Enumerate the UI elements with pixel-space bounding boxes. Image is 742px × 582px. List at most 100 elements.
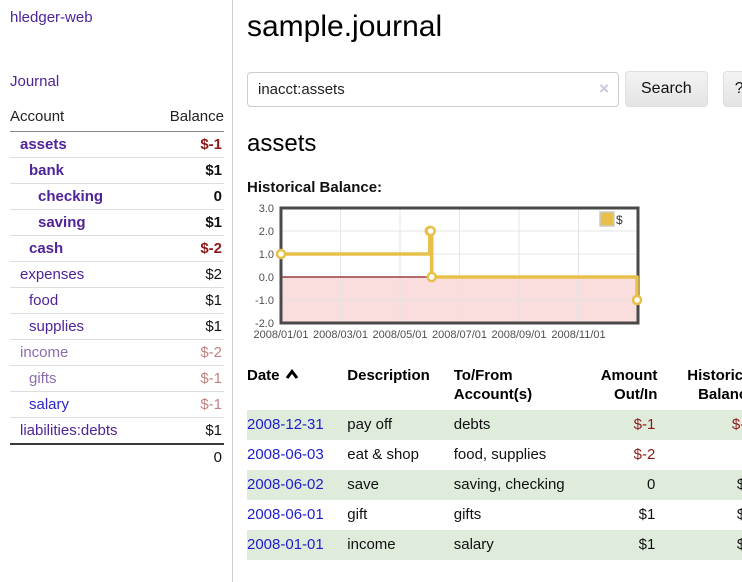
transaction-row: 2008-06-01 gift gifts $1 $2	[247, 500, 742, 530]
chart-label: Historical Balance:	[247, 179, 383, 196]
transaction-amount: $1	[569, 530, 658, 560]
help-button[interactable]: ?	[722, 71, 742, 107]
sidebar-account-link[interactable]: cash	[29, 240, 64, 257]
svg-text:2008/09/01: 2008/09/01	[491, 329, 546, 341]
account-heading: assets	[247, 130, 317, 157]
register-column-header[interactable]: Amount Out/In	[570, 366, 658, 410]
transaction-accounts: food, supplies	[453, 446, 547, 463]
transaction-amount: $-1	[569, 410, 658, 440]
transaction-balance: $-1	[657, 410, 742, 440]
transaction-accounts: saving, checking	[453, 470, 570, 500]
sidebar-account-link[interactable]: assets	[20, 136, 67, 153]
account-balance: 0	[152, 183, 224, 210]
sidebar-account-link[interactable]: supplies	[29, 318, 85, 335]
column-label: Out/In	[614, 386, 658, 403]
transaction-description: save	[347, 470, 454, 500]
register-column-header[interactable]: Date	[247, 366, 347, 410]
column-label: Historical	[687, 367, 742, 384]
register-column-header[interactable]: Description	[347, 366, 453, 410]
transaction-accounts: gifts	[453, 506, 482, 523]
transaction-accounts: salary	[453, 530, 570, 560]
account-balance: $-2	[152, 339, 224, 366]
sidebar-account-link[interactable]: bank	[29, 162, 65, 179]
column-label: Description	[347, 367, 430, 384]
account-balance: $-1	[152, 365, 224, 392]
account-row: assets $-1	[10, 131, 224, 158]
transaction-date-link[interactable]: 2008-06-02	[247, 476, 324, 493]
sidebar-account-link[interactable]: income	[20, 344, 69, 361]
transaction-balance: $1	[657, 530, 742, 560]
transaction-amount: $1	[638, 506, 656, 523]
svg-text:2008/05/01: 2008/05/01	[372, 329, 427, 341]
register-column-header[interactable]: Historical Balance	[657, 366, 742, 410]
sidebar-account-link[interactable]: saving	[38, 214, 86, 231]
accounts-header-balance: Balance	[152, 105, 224, 132]
sort-asc-icon	[285, 366, 299, 385]
clear-search-icon[interactable]: ×	[599, 78, 609, 98]
column-label: Balance	[698, 386, 742, 403]
search-input[interactable]	[247, 71, 619, 107]
svg-text:2008/11/01: 2008/11/01	[551, 329, 605, 341]
account-row: bank $1	[10, 157, 224, 184]
svg-text:-1.0: -1.0	[255, 295, 274, 307]
account-balance: $1	[152, 287, 224, 314]
account-row: liabilities:debts $1	[10, 418, 224, 445]
account-row: checking 0	[10, 183, 224, 210]
account-balance: $1	[152, 209, 224, 236]
transaction-row: 2008-06-03 eat & shop food, supplies $-20	[247, 440, 742, 470]
transaction-date-link[interactable]: 2008-01-01	[247, 536, 324, 553]
accounts-header-account: Account	[10, 105, 153, 132]
account-balance: $-2	[152, 235, 224, 262]
svg-text:2008/03/01: 2008/03/01	[313, 329, 368, 341]
column-label: To/From	[453, 367, 513, 384]
account-balance: $-1	[152, 131, 224, 158]
column-label: Date	[247, 367, 280, 384]
sidebar-account-link[interactable]: salary	[29, 396, 70, 413]
column-label: Amount	[600, 367, 658, 384]
transaction-date-link[interactable]: 2008-12-31	[247, 416, 324, 433]
sidebar: hledger-web Journal Account Balance asse…	[0, 0, 233, 582]
transaction-description: eat & shop	[347, 446, 419, 463]
search-form: × Search ?	[247, 71, 742, 107]
main-content: sample.journal × Search ? assets Histori…	[233, 0, 742, 582]
account-row: income $-2	[10, 339, 224, 366]
accounts-table: Account Balance assets $-1 bank $1 checking 0…	[10, 105, 224, 470]
account-balance: $2	[152, 261, 224, 288]
accounts-total-row: 0	[10, 443, 224, 470]
transaction-balance: 0	[657, 440, 742, 470]
transaction-accounts: debts	[453, 410, 570, 440]
transaction-date-link[interactable]: 2008-06-01	[247, 506, 324, 523]
sidebar-account-link[interactable]: food	[29, 292, 59, 309]
account-balance: $1	[152, 157, 224, 184]
transaction-balance: $2	[736, 506, 742, 523]
sidebar-account-link[interactable]: gifts	[29, 370, 57, 387]
transaction-date-link[interactable]: 2008-06-03	[247, 446, 324, 463]
page-title: sample.journal	[247, 10, 443, 43]
accounts-header-row: Account Balance	[10, 105, 224, 132]
transaction-amount: 0	[569, 470, 658, 500]
account-row: cash $-2	[10, 235, 224, 262]
app-title-link[interactable]: hledger-web	[10, 9, 93, 26]
search-box: ×	[247, 71, 619, 107]
account-row: gifts $-1	[10, 365, 224, 392]
sidebar-account-link[interactable]: checking	[38, 188, 104, 205]
svg-text:2008/07/01: 2008/07/01	[432, 329, 487, 341]
transaction-description: income	[347, 530, 454, 560]
account-row: saving $1	[10, 209, 224, 236]
svg-text:$: $	[616, 213, 623, 227]
transaction-amount: $-2	[633, 446, 656, 463]
svg-text:2008/01/01: 2008/01/01	[253, 329, 308, 341]
register-column-header[interactable]: To/From Account(s)	[454, 366, 570, 410]
sidebar-account-link[interactable]: liabilities:debts	[20, 422, 118, 439]
svg-text:1.0: 1.0	[259, 249, 274, 261]
search-button[interactable]: Search	[625, 71, 708, 107]
sidebar-item-journal[interactable]: Journal	[10, 73, 60, 90]
transaction-description: gift	[347, 506, 368, 523]
transaction-balance: $2	[657, 470, 742, 500]
sidebar-account-link[interactable]: expenses	[20, 266, 85, 283]
